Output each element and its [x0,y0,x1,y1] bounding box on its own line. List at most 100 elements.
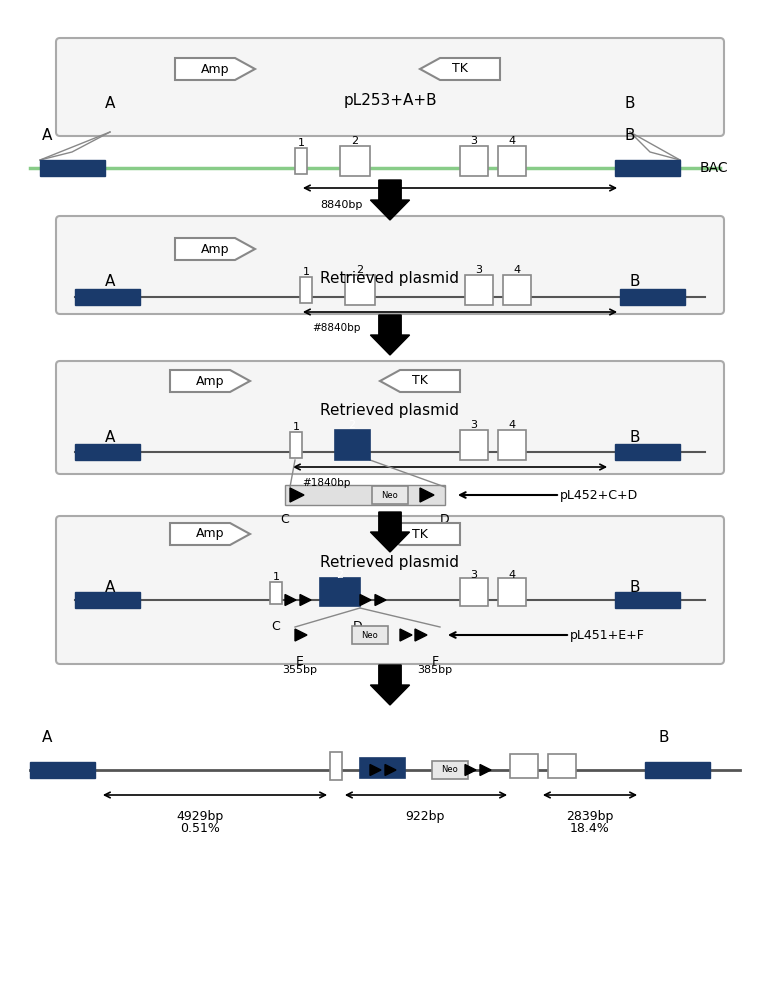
Bar [340,146,370,176]
Bar [75,289,140,305]
Text: 3: 3 [470,136,477,146]
Text: 1: 1 [273,572,280,582]
Bar [460,430,488,460]
Text: 2839bp: 2839bp [567,810,614,823]
FancyBboxPatch shape [56,38,724,136]
Text: 3: 3 [470,570,477,580]
Polygon shape [175,238,255,260]
Text: TK: TK [452,62,468,76]
Text: 3: 3 [470,420,477,430]
Text: 0.51%: 0.51% [180,822,220,835]
Text: 18.4%: 18.4% [570,822,610,835]
Bar [285,485,445,505]
Bar [460,578,488,606]
Text: 2: 2 [336,570,343,580]
Text: Retrieved plasmid: Retrieved plasmid [321,402,460,418]
Text: B: B [630,580,640,594]
Text: B: B [625,96,636,110]
Text: TK: TK [412,528,428,540]
Bar [360,758,405,778]
Text: B: B [630,274,640,290]
Bar [465,275,493,305]
Text: Amp: Amp [201,62,229,76]
Text: B: B [658,730,669,745]
Text: 4: 4 [513,265,521,275]
Polygon shape [170,523,250,545]
Polygon shape [480,764,491,776]
Text: Neo: Neo [362,631,378,640]
FancyBboxPatch shape [56,516,724,664]
Text: #8840bp: #8840bp [312,323,360,333]
Text: pL451+E+F: pL451+E+F [570,629,645,642]
Bar [503,275,531,305]
Bar [510,754,538,778]
Text: A: A [42,128,53,143]
Text: 2: 2 [351,136,359,146]
Polygon shape [170,370,250,392]
Polygon shape [175,58,255,80]
Bar [372,486,408,504]
FancyBboxPatch shape [56,361,724,474]
Polygon shape [300,594,311,605]
Text: Retrieved plasmid: Retrieved plasmid [321,270,460,286]
Text: D: D [353,620,363,633]
Polygon shape [385,764,396,776]
Bar [620,289,685,305]
Text: A: A [105,580,115,594]
Bar [300,277,312,303]
Text: B: B [625,128,636,143]
Bar [615,444,680,460]
Text: 1: 1 [292,422,299,432]
Bar [75,592,140,608]
Bar [352,626,388,644]
Polygon shape [420,58,500,80]
Bar [498,146,526,176]
Text: pL253+A+B: pL253+A+B [343,93,437,107]
Bar [295,148,307,174]
Text: 1: 1 [302,267,309,277]
FancyBboxPatch shape [56,216,724,314]
Text: C: C [281,513,289,526]
Text: Retrieved plasmid: Retrieved plasmid [321,554,460,570]
Text: Amp: Amp [196,374,224,387]
Text: 385bp: 385bp [418,665,453,675]
Bar [432,761,468,779]
Bar [345,275,375,305]
Polygon shape [370,315,410,355]
Bar [75,444,140,460]
Bar [30,762,95,778]
Polygon shape [415,629,427,641]
Polygon shape [420,488,434,502]
Text: BAC: BAC [700,161,728,175]
Polygon shape [465,764,476,776]
Polygon shape [295,629,307,641]
Bar [460,146,488,176]
Polygon shape [380,370,460,392]
Bar [548,754,576,778]
Text: A: A [105,274,115,290]
Polygon shape [285,594,296,605]
Bar [335,430,370,460]
Text: 1: 1 [298,138,305,148]
Text: 2: 2 [349,420,356,430]
Bar [320,578,360,606]
Bar [498,578,526,606]
Bar [270,582,282,604]
Text: E: E [296,655,304,668]
Bar [40,160,105,176]
Polygon shape [400,629,412,641]
Polygon shape [375,594,386,605]
Text: 3: 3 [476,265,483,275]
Bar [498,430,526,460]
Text: B: B [630,430,640,444]
Text: 4929bp: 4929bp [177,810,224,823]
Text: 2: 2 [356,265,363,275]
Polygon shape [290,488,304,502]
Text: pL452+C+D: pL452+C+D [560,488,639,502]
Text: A: A [42,730,53,745]
Polygon shape [380,523,460,545]
Polygon shape [370,180,410,220]
Polygon shape [370,764,381,776]
Text: 4: 4 [508,420,515,430]
Bar [330,752,342,780]
